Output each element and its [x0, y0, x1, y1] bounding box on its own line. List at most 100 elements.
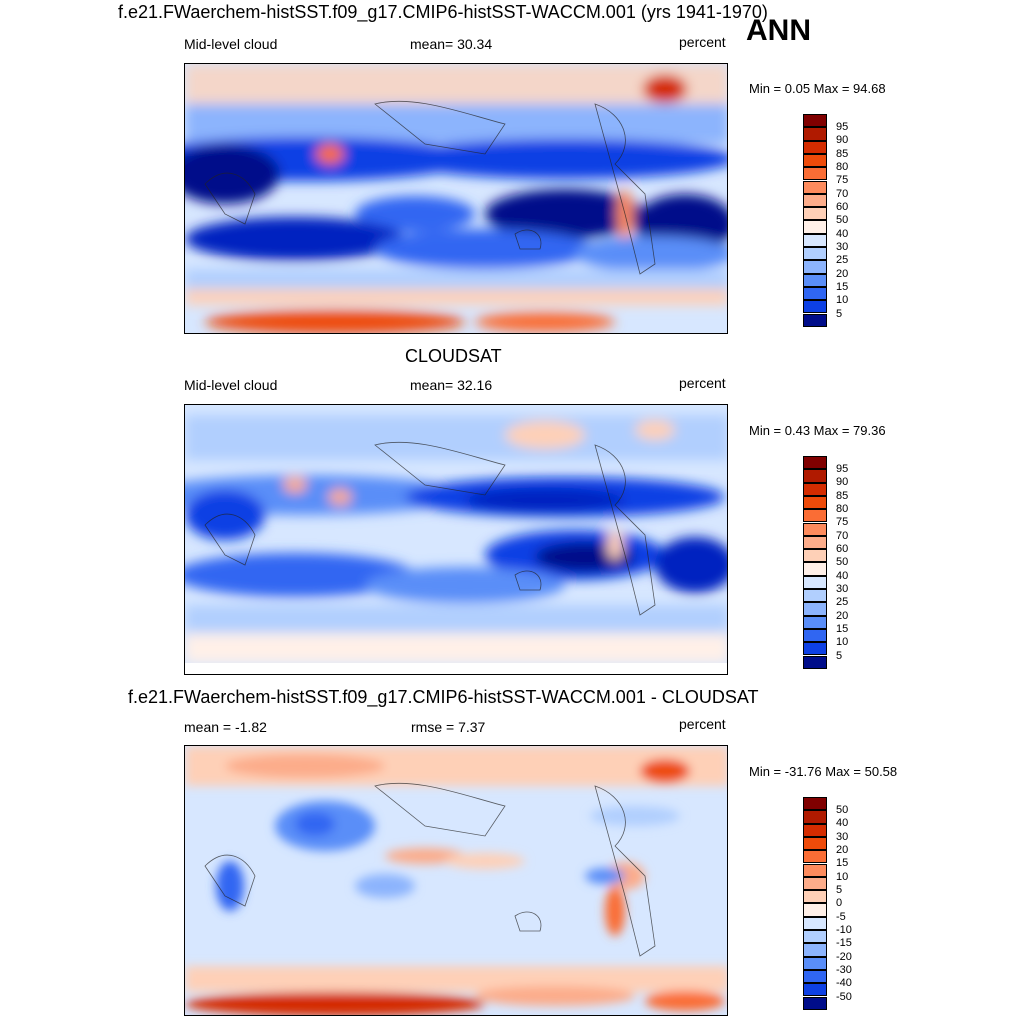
panel1-colorbar-label: 75	[836, 174, 849, 186]
panel1-variable-label: Mid-level cloud	[184, 36, 278, 52]
panel1-colorbar-label: 30	[836, 241, 849, 253]
panel3-colorbar-label: -10	[836, 924, 852, 936]
panel2-colorbar-label: 95	[836, 463, 849, 475]
panel1-colorbar-swatch	[803, 114, 827, 128]
panel3-title: f.e21.FWaerchem-histSST.f09_g17.CMIP6-hi…	[128, 687, 759, 707]
panel3-colorbar-label: -50	[836, 991, 852, 1003]
panel1-colorbar-label: 70	[836, 188, 849, 200]
panel1-colorbar-label: 10	[836, 294, 849, 306]
panel1-colorbar-swatch	[803, 167, 827, 181]
panel1-colorbar-swatch	[803, 127, 827, 141]
panel2-colorbar-label: 70	[836, 530, 849, 542]
panel1-title: f.e21.FWaerchem-histSST.f09_g17.CMIP6-hi…	[118, 2, 768, 22]
panel1-colorbar-swatch	[803, 180, 827, 194]
panel3-colorbar-swatch	[803, 956, 827, 970]
panel2-colorbar-swatch	[803, 482, 827, 496]
panel3-colorbar-swatch	[803, 943, 827, 957]
panel2-variable-label: Mid-level cloud	[184, 377, 278, 393]
panel1-colorbar-swatch	[803, 193, 827, 208]
panel3-colorbar-swatch	[803, 930, 827, 944]
panel2-colorbar-swatch	[803, 589, 827, 603]
panel2-colorbar-label: 85	[836, 490, 849, 502]
panel1-colorbar-swatch	[803, 153, 827, 168]
panel1-colorbar-label: 95	[836, 121, 849, 133]
panel1-colorbar-label: 40	[836, 228, 849, 240]
panel1-colorbar-swatch	[803, 220, 827, 234]
panel3-colorbar-label: 0	[836, 897, 843, 909]
panel2-units-label: percent	[679, 375, 726, 391]
panel2-colorbar-swatch	[803, 549, 827, 563]
panel2-colorbar-swatch	[803, 562, 827, 576]
panel1-colorbar-label: 25	[836, 254, 849, 266]
panel2-colorbar-label: 50	[836, 556, 849, 568]
panel3-colorbar-label: 50	[836, 804, 849, 816]
panel2-mean-label: mean= 32.16	[410, 377, 493, 393]
panel2-colorbar-label: 60	[836, 543, 849, 555]
panel2-colorbar-swatch	[803, 575, 827, 589]
panel3-colorbar-label: -20	[836, 951, 852, 963]
panel3-colorbar-swatch	[803, 797, 827, 811]
panel3-colorbar-label: -40	[836, 977, 852, 989]
panel3-colorbar-swatch	[803, 863, 827, 877]
panel3-colorbar-swatch	[803, 810, 827, 824]
panel3-colorbar-swatch	[803, 903, 827, 917]
season-label: ANN	[746, 14, 811, 47]
panel3-colorbar-label: -30	[836, 964, 852, 976]
panel3-mean-label: mean = -1.82	[184, 719, 267, 735]
panel2-colorbar-swatch	[803, 615, 827, 629]
panel3-colorbar-swatch	[803, 890, 827, 904]
panel2-colorbar-swatch	[803, 655, 827, 669]
panel1-colorbar-label: 80	[836, 161, 849, 173]
panel1-colorbar-label: 15	[836, 281, 849, 293]
panel2-colorbar-swatch	[803, 509, 827, 523]
panel2-colorbar-label: 15	[836, 623, 849, 635]
panel3-min-max: Min = -31.76 Max = 50.58	[749, 764, 898, 779]
panel1-colorbar-swatch	[803, 300, 827, 314]
panel2-map	[184, 404, 728, 675]
panel1-colorbar-swatch	[803, 260, 827, 274]
panel1-colorbar-label: 20	[836, 268, 849, 280]
panel2-colorbar-swatch	[803, 522, 827, 536]
panel2-colorbar-label: 90	[836, 476, 849, 488]
panel2-colorbar-swatch	[803, 495, 827, 510]
panel1-colorbar-swatch	[803, 233, 827, 247]
panel2-colorbar-label: 80	[836, 503, 849, 515]
panel2-colorbar-label: 5	[836, 650, 843, 662]
panel3-colorbar-label: 10	[836, 871, 849, 883]
panel3-colorbar-swatch	[803, 876, 827, 891]
panel2-min-max: Min = 0.43 Max = 79.36	[749, 423, 886, 438]
panel3-colorbar-swatch	[803, 823, 827, 837]
panel3-colorbar-label: 15	[836, 857, 849, 869]
panel3-colorbar-swatch	[803, 850, 827, 864]
panel1-colorbar-swatch	[803, 313, 827, 327]
panel3-colorbar-swatch	[803, 983, 827, 997]
panel2-colorbar-swatch	[803, 535, 827, 550]
panel1-colorbar-label: 50	[836, 214, 849, 226]
panel3-colorbar-label: 20	[836, 844, 849, 856]
panel3-map	[184, 745, 728, 1016]
panel2-colorbar-label: 30	[836, 583, 849, 595]
panel3-rmse-label: rmse = 7.37	[411, 719, 486, 735]
panel2-colorbar-label: 10	[836, 636, 849, 648]
panel3-colorbar-swatch	[803, 969, 827, 984]
panel1-colorbar-swatch	[803, 207, 827, 221]
panel2-colorbar-swatch	[803, 628, 827, 643]
panel3-colorbar-label: 40	[836, 817, 849, 829]
panel1-units-label: percent	[679, 34, 726, 50]
panel2-colorbar-label: 75	[836, 516, 849, 528]
panel3-colorbar-swatch	[803, 996, 827, 1010]
panel2-colorbar-label: 25	[836, 596, 849, 608]
panel3-colorbar-label: 5	[836, 884, 843, 896]
panel1-colorbar-label: 60	[836, 201, 849, 213]
panel1-colorbar-label: 5	[836, 308, 843, 320]
panel1-colorbar-swatch	[803, 286, 827, 301]
panel2-title: CLOUDSAT	[405, 346, 502, 366]
panel1-colorbar-swatch	[803, 140, 827, 154]
panel2-colorbar-label: 40	[836, 570, 849, 582]
panel2-colorbar-swatch	[803, 469, 827, 483]
panel3-colorbar-label: -15	[836, 937, 852, 949]
panel1-colorbar-label: 85	[836, 148, 849, 160]
panel1-colorbar-swatch	[803, 247, 827, 261]
panel3-colorbar-swatch	[803, 916, 827, 930]
panel3-colorbar-label: -5	[836, 911, 846, 923]
